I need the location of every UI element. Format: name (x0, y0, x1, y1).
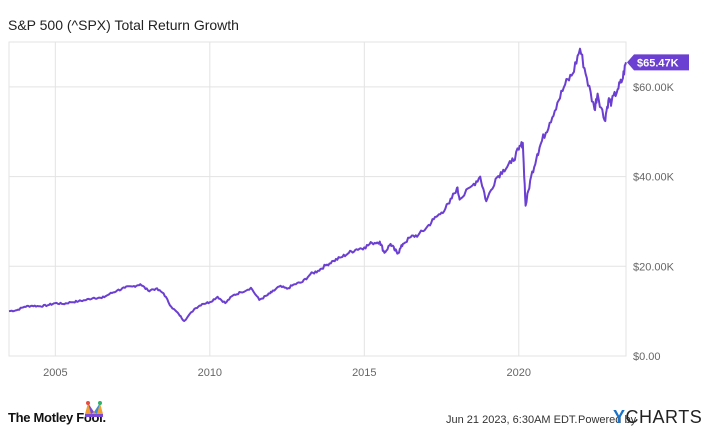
powered-by-label: Powered by (578, 414, 637, 426)
timestamp: Jun 21 2023, 6:30AM EDT. (446, 414, 578, 426)
x-tick-label: 2015 (352, 367, 376, 379)
x-axis-ticks: 2005 2010 2015 2020 (43, 367, 531, 379)
x-tick-label: 2010 (198, 367, 222, 379)
line-chart: $0.00$20.00K$40.00K$60.00K 2005 2010 2015 2… (8, 41, 689, 379)
last-value-group: $65.47K (627, 54, 689, 71)
motley-fool-logo: The Motley Fool. (8, 410, 106, 425)
x-tick-label: 2005 (43, 367, 67, 379)
x-tick-label: 2020 (507, 367, 531, 379)
y-tick-label: $60.00K (633, 82, 675, 94)
ycharts-logo: YCHARTS (613, 407, 703, 427)
last-value-label: $65.47K (637, 57, 679, 69)
jester-hat-icon (85, 401, 103, 417)
grid-lines (8, 41, 627, 357)
y-tick-label: $40.00K (633, 172, 675, 184)
y-tick-label: $20.00K (633, 261, 675, 273)
y-axis-ticks: $0.00 $20.00K $40.00K $60.00K (633, 82, 675, 363)
footer: The Motley Fool. Jun 21 2023, 6:30AM EDT… (0, 398, 720, 433)
y-tick-label: $0.00 (633, 351, 661, 363)
series-line (8, 47, 627, 322)
chart-title: S&P 500 (^SPX) Total Return Growth (8, 17, 239, 33)
last-value-tag (627, 54, 689, 71)
plot-frame (8, 41, 627, 357)
series-group (8, 47, 627, 322)
